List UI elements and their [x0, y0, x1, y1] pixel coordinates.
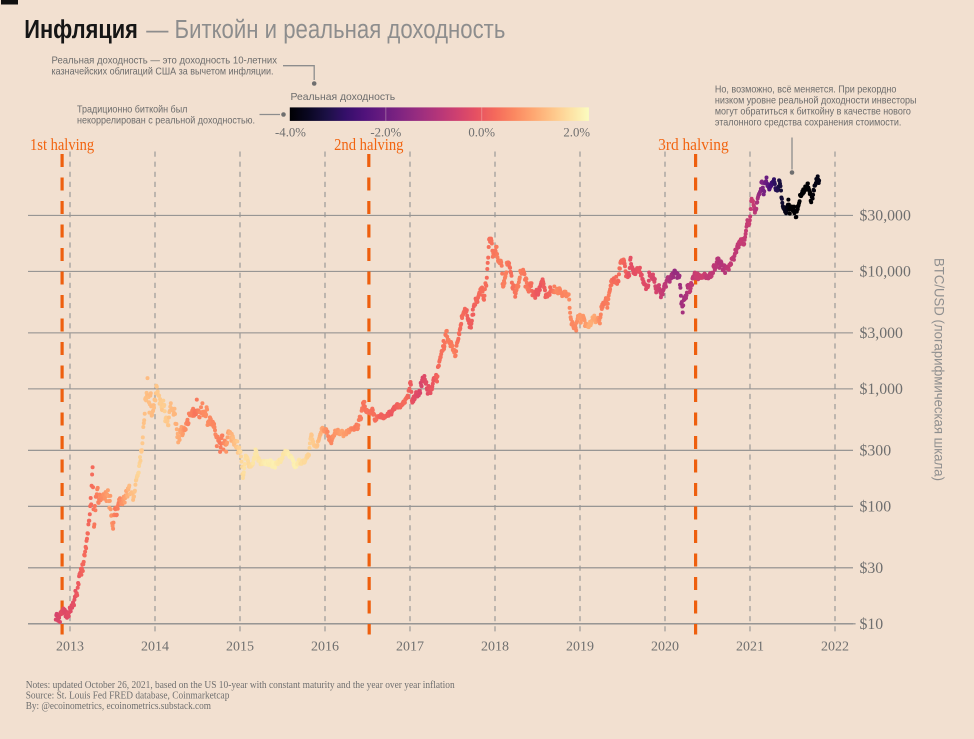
svg-text:$1,000: $1,000	[860, 381, 904, 398]
svg-text:Source: St. Louis Fed FRED dat: Source: St. Louis Fed FRED database, Coi…	[26, 691, 230, 702]
svg-text:могут обратиться к биткойну в: могут обратиться к биткойну в качестве н…	[715, 106, 911, 118]
svg-text:Но, возможно, всё меняется. Пр: Но, возможно, всё меняется. При рекордно	[715, 84, 897, 96]
svg-text:0.0%: 0.0%	[468, 126, 495, 140]
svg-text:казначейских облигаций США за: казначейских облигаций США за вычетом ин…	[52, 65, 274, 77]
svg-text:$10,000: $10,000	[860, 264, 911, 281]
svg-text:-4.0%: -4.0%	[275, 126, 306, 140]
svg-text:Инфляция: Инфляция	[24, 16, 138, 44]
svg-text:2017: 2017	[396, 640, 424, 655]
svg-text:2018: 2018	[481, 640, 509, 655]
svg-text:— Биткойн и реальная доходност: — Биткойн и реальная доходность	[146, 16, 505, 44]
svg-text:$300: $300	[860, 443, 892, 460]
svg-text:$30,000: $30,000	[860, 208, 911, 225]
svg-text:2019: 2019	[566, 640, 594, 655]
svg-text:2021: 2021	[736, 640, 764, 655]
svg-text:$30: $30	[860, 560, 884, 577]
svg-text:$100: $100	[860, 499, 892, 516]
svg-text:3rd halving: 3rd halving	[658, 135, 729, 154]
svg-text:Реальная доходность: Реальная доходность	[291, 91, 396, 103]
svg-text:2013: 2013	[56, 640, 84, 655]
svg-text:Реальная доходность — это дохо: Реальная доходность — это доходность 10-…	[52, 55, 278, 67]
svg-text:низком уровне реальной доходно: низком уровне реальной доходности инвест…	[715, 95, 917, 107]
svg-text:2022: 2022	[821, 640, 849, 655]
svg-text:2nd halving: 2nd halving	[334, 135, 404, 154]
svg-text:некоррелирован с реальной дохо: некоррелирован с реальной доходностью.	[77, 115, 255, 127]
svg-text:2020: 2020	[651, 640, 679, 655]
svg-text:$3,000: $3,000	[860, 325, 904, 342]
svg-text:2014: 2014	[141, 640, 169, 655]
svg-text:эталонного средства сохранения: эталонного средства сохранения стоимости…	[715, 117, 902, 129]
svg-text:BTC/USD (логарифмическая шкала: BTC/USD (логарифмическая шкала)	[932, 258, 948, 481]
svg-text:1st halving: 1st halving	[30, 135, 95, 154]
svg-text:2016: 2016	[311, 640, 339, 655]
svg-text:By: @ecoinometrics, ecoinometr: By: @ecoinometrics, ecoinometrics.substa…	[26, 701, 211, 712]
svg-text:$10: $10	[860, 616, 884, 633]
svg-text:-2.0%: -2.0%	[370, 126, 401, 140]
svg-text:2015: 2015	[226, 640, 254, 655]
svg-text:Традиционно биткойн был: Традиционно биткойн был	[77, 104, 187, 116]
svg-text:Notes: updated October 26, 202: Notes: updated October 26, 2021, based o…	[26, 680, 456, 691]
svg-text:2.0%: 2.0%	[563, 126, 590, 140]
